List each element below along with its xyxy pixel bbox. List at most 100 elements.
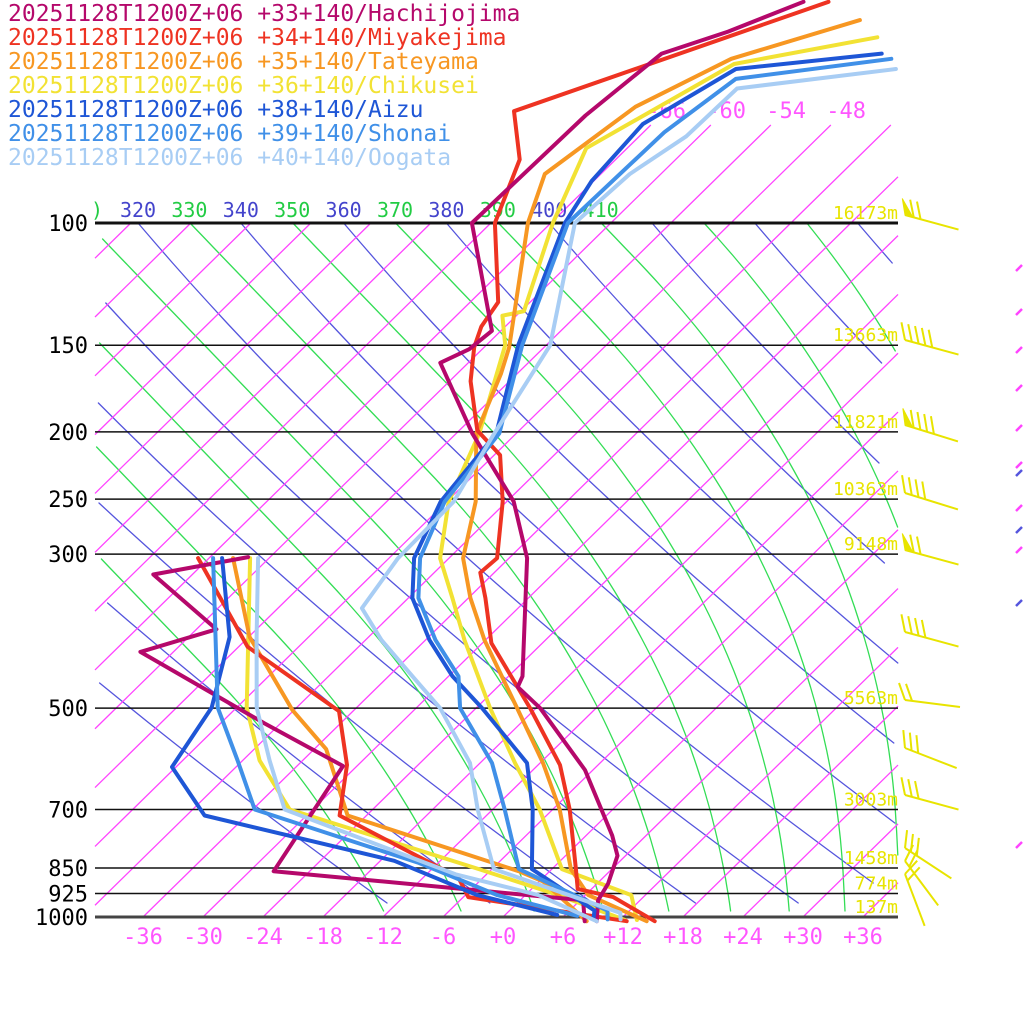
edge-tick-magenta <box>1015 546 1023 554</box>
isotherm-line <box>94 222 432 553</box>
isotherm-line <box>382 411 899 918</box>
pressure-axis: 100 16173m 150 13663m 200 11821m 250 10363m 300 9… <box>35 203 898 931</box>
altitude-label-500: 5563m <box>844 688 898 709</box>
isotherm-line <box>94 222 192 318</box>
wind-barbs <box>898 198 961 927</box>
wind-barb-feather <box>909 199 915 218</box>
wind-barb-feather <box>916 411 922 430</box>
legend: 20251128T1200Z+06 +33+140/Hachijojima 202… <box>8 1 520 171</box>
temp-tick-12: +12 <box>603 925 643 950</box>
wind-barb-feather <box>929 416 935 435</box>
temp-tick--6: -6 <box>430 925 457 950</box>
adiabat-top-labels: 320 330 340 350 360 370 380 390 400 410) <box>91 198 619 222</box>
sounding-hachijojima <box>138 0 806 924</box>
isotherm-line <box>94 222 252 377</box>
adiabat-label-360: 360 <box>326 198 362 222</box>
isotherm-line <box>682 705 899 918</box>
wind-barb-staff <box>904 699 961 708</box>
wind-barb-feather <box>920 619 927 638</box>
dewpoint-curve-miyakejima <box>196 556 629 924</box>
wind-barb <box>902 408 959 443</box>
temperature-curve-shonai <box>416 56 894 922</box>
dewpoint-curve-shonai <box>211 556 580 918</box>
pressure-label-100: 100 <box>48 212 88 237</box>
pressure-label-250: 250 <box>48 488 88 513</box>
wind-barb-staff <box>904 631 959 648</box>
wind-barb-staff <box>904 492 959 511</box>
wind-barb <box>900 322 959 356</box>
isotherm-extension <box>550 124 652 224</box>
moist-adiabat-line <box>394 222 790 912</box>
altitude-label-850: 1458m <box>844 848 898 869</box>
edge-tick-magenta <box>1015 841 1023 849</box>
isotherm-line <box>142 222 852 918</box>
altitude-label-300: 9148m <box>844 534 898 555</box>
wind-barb <box>901 533 959 566</box>
pressure-label-1000: 1000 <box>35 906 88 931</box>
temp-tick-36: +36 <box>843 925 883 950</box>
temp-tick-24: +24 <box>723 925 763 950</box>
altitude-label-150: 13663m <box>833 325 898 346</box>
wind-barb-feather <box>904 829 909 849</box>
dry-adiabat-line <box>548 222 886 564</box>
temperature-curve-aizu <box>410 51 884 921</box>
wind-barb-feather <box>907 323 913 343</box>
isotherm-line <box>94 222 492 612</box>
isotherm-extension <box>610 124 712 224</box>
wind-barb-feather <box>914 617 920 636</box>
wind-barb-feather <box>907 778 913 798</box>
isotherm-line <box>322 352 899 918</box>
moist-adiabat-line <box>189 222 670 912</box>
temp-tick--12: -12 <box>363 925 403 950</box>
pressure-label-850: 850 <box>48 857 88 882</box>
wind-barb-feather <box>916 536 922 555</box>
moist-adiabat-line <box>292 222 732 912</box>
temp-tick-30: +30 <box>783 925 823 950</box>
wind-barb-staff <box>904 424 959 443</box>
edge-tick-magenta <box>1015 346 1023 354</box>
pressure-label-300: 300 <box>48 543 88 568</box>
edge-tick-magenta <box>1015 264 1023 272</box>
isotherm-extension <box>790 124 892 224</box>
moist-adiabat-line <box>95 446 462 912</box>
wind-barb-feather <box>904 860 918 875</box>
dry-adiabat-line <box>137 222 874 884</box>
temperature-curve-miyakejima <box>468 0 831 924</box>
isotherm-extension <box>850 176 899 224</box>
isotherm-line <box>94 222 372 494</box>
isotherm-extension <box>730 124 832 224</box>
legend-entry-aizu: 20251128T1200Z+06 +38+140/Aizu <box>8 97 423 123</box>
wind-barb-feather <box>914 479 920 498</box>
temp-tick-0: +0 <box>490 925 517 950</box>
wind-barb-feather <box>901 475 906 494</box>
isotherm-extension <box>670 124 772 224</box>
upper-isotherm-label--48: -48 <box>826 99 866 124</box>
wind-barb <box>898 682 961 708</box>
altitude-label-700: 3003m <box>844 789 898 810</box>
moist-adiabat-line <box>497 222 846 912</box>
pressure-label-925: 925 <box>48 883 88 908</box>
edge-tick-blue <box>1015 599 1023 607</box>
wind-barb-feather <box>927 329 934 348</box>
temperature-curve-hachijojima <box>438 0 806 924</box>
wind-barb-staff <box>904 794 959 811</box>
wind-barb-feather <box>920 327 927 346</box>
wind-barb-feather <box>915 735 920 754</box>
wind-barb-feather <box>906 866 921 882</box>
temp-tick--30: -30 <box>183 925 223 950</box>
edge-tick-magenta <box>1015 504 1023 512</box>
isotherm-line <box>94 222 132 259</box>
wind-barb-pennant <box>901 533 914 553</box>
moist-adiabat-line <box>98 342 535 912</box>
wind-barb-feather <box>898 682 906 701</box>
temp-tick-18: +18 <box>663 925 703 950</box>
legend-entry-hachijojima: 20251128T1200Z+06 +33+140/Hachijojima <box>8 1 520 27</box>
temp-tick-6: +6 <box>550 925 577 950</box>
wind-barb-staff <box>904 549 959 566</box>
wind-barb <box>902 729 958 770</box>
isotherm-line <box>262 293 899 918</box>
pressure-label-700: 700 <box>48 798 88 823</box>
dry-adiabat-line <box>98 682 388 904</box>
wind-barb-feather <box>904 844 914 862</box>
